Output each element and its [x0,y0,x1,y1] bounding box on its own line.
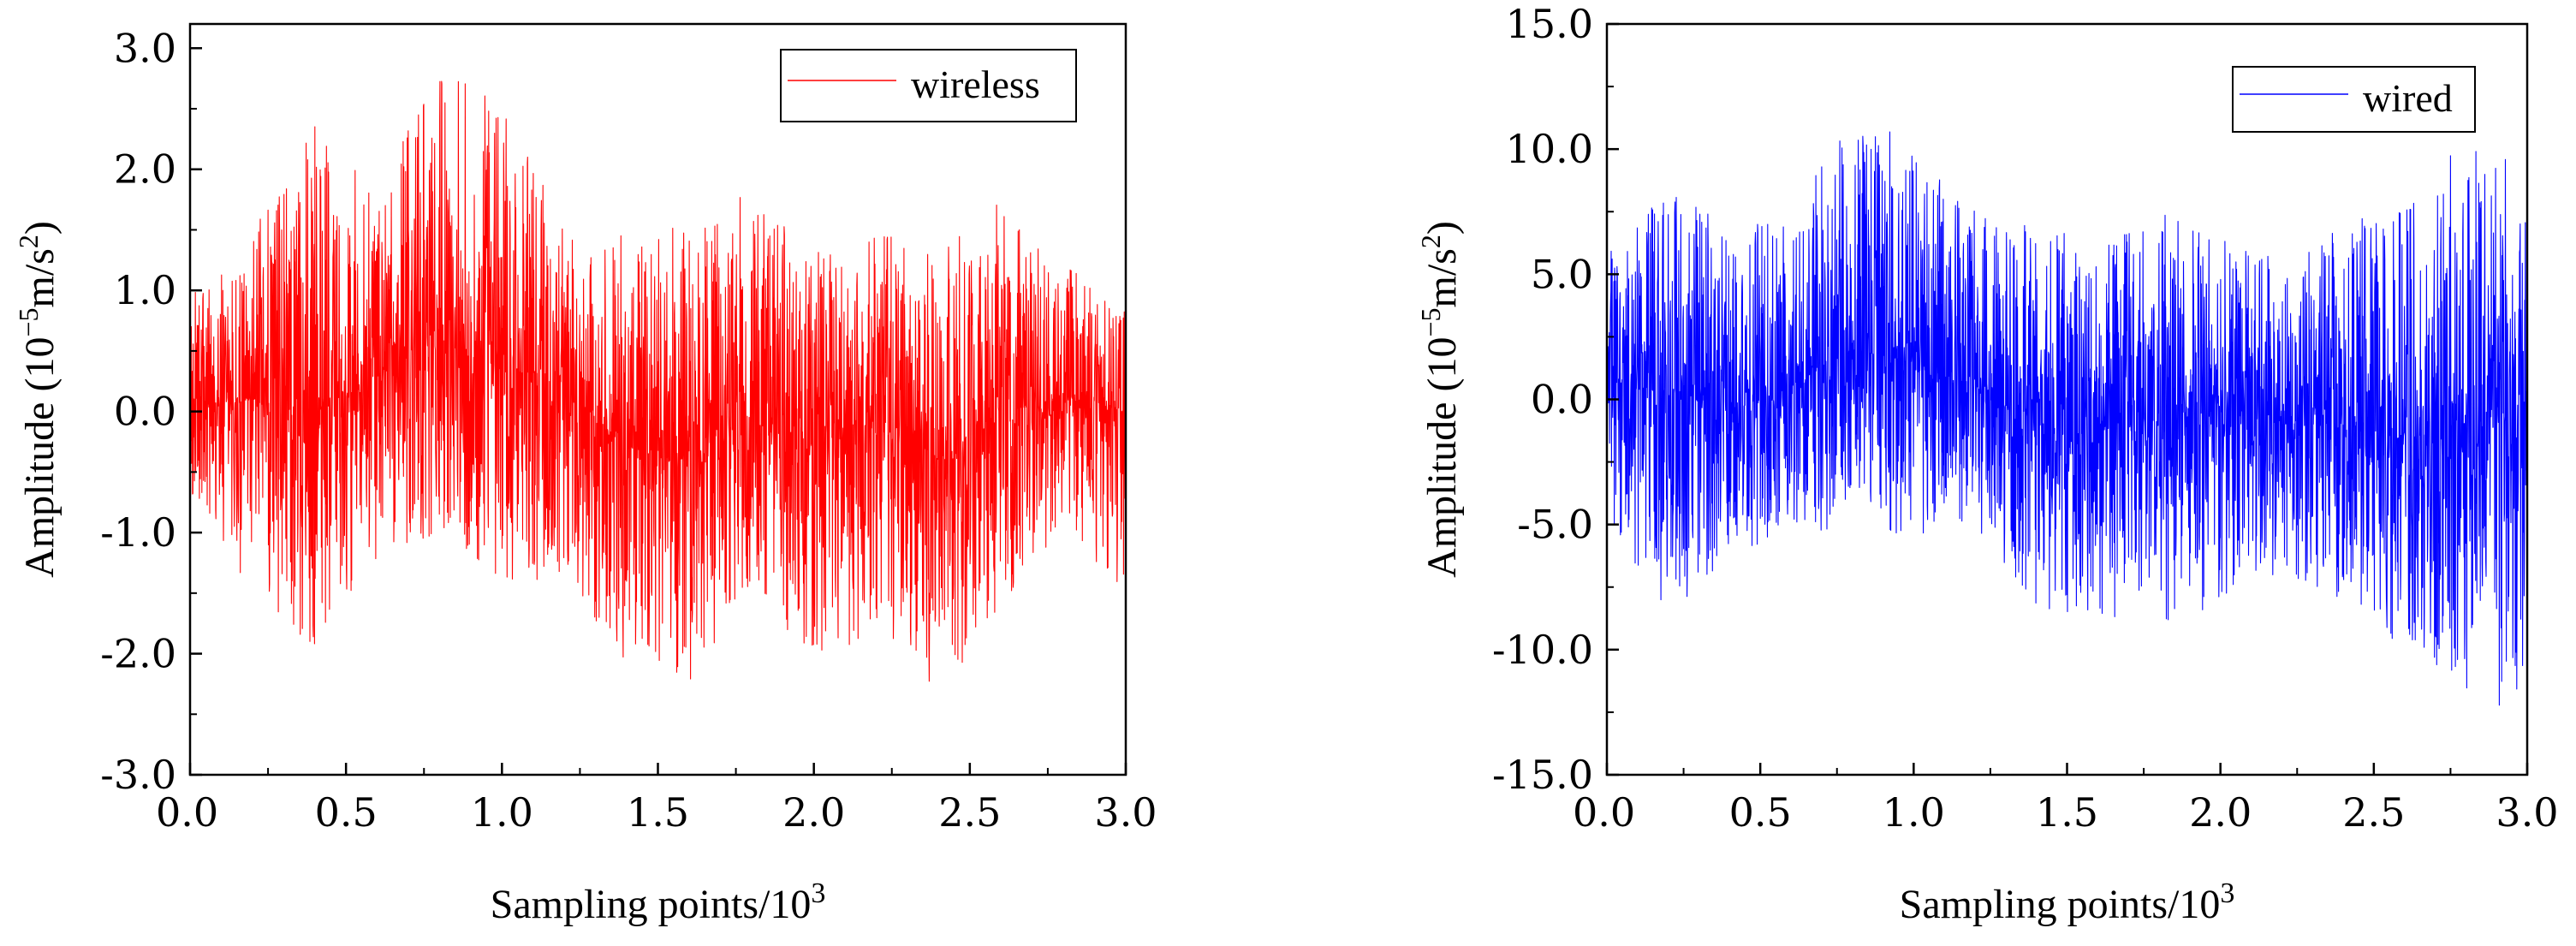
y-axis-title-unit: m/s [17,248,62,307]
y-tick-label: 10.0 [1506,126,1593,172]
chart-wireless: -3.0 -2.0 -1.0 0.0 1.0 2.0 3.0 0.0 0.5 1.0 1.5 2.0… [13,22,1157,927]
legend-label: wireless [911,62,1040,106]
x-axis-title: Sampling points/103 [1900,878,2235,927]
x-axis-title-text: Sampling points/10 [491,882,812,927]
chart-wired: -15.0 -10.0 -5.0 0.0 5.0 10.0 15.0 0.0 0.5 1.0 1.… [1415,1,2559,927]
x-tick-label: 1.5 [2036,789,2098,836]
x-tick-label: 3.0 [1094,789,1157,836]
x-tick-label: 2.5 [2342,789,2405,836]
y-tick-label: -10.0 [1492,627,1593,673]
y-tick-label: 2.0 [114,146,176,193]
y-tick-label: -3.0 [100,752,176,798]
y-tick-label: 0.0 [1531,377,1593,423]
y-axis-title-end: ) [1419,221,1465,235]
y-tick-label: 5.0 [1531,251,1593,297]
y-axis-title-end: ) [17,221,62,235]
y-tick-label: -5.0 [1517,502,1593,548]
x-tick-label: 2.5 [938,789,1001,836]
x-axis-title-exponent: 3 [2220,878,2234,909]
legend-box [2232,66,2476,133]
x-tick-label: 0.5 [1729,789,1792,836]
y-axis-title-exp1: −5 [1415,308,1446,337]
x-axis-title-exponent: 3 [811,878,825,909]
y-axis-title: Amplitude (10−5m/s2) [13,221,62,578]
series-wireless [189,80,1127,682]
legend-box [780,49,1077,122]
y-axis-title-unit: m/s [1419,248,1465,307]
y-axis-title-text: Amplitude (10 [1419,337,1465,578]
x-axis: 0.0 0.5 1.0 1.5 2.0 2.5 3.0 [156,763,1157,836]
y-tick-label: -15.0 [1492,752,1593,798]
y-axis-title: Amplitude (10−5m/s2) [1415,221,1465,578]
x-tick-label: 1.0 [1883,789,1945,836]
series-line-wireless [189,80,1127,682]
legend: wired [2232,66,2476,133]
y-axis-title-text: Amplitude (10 [17,337,62,578]
series-line-wired [1606,131,2528,706]
x-axis: 0.0 0.5 1.0 1.5 2.0 2.5 3.0 [1573,763,2559,836]
x-tick-label: 3.0 [2496,789,2558,836]
x-tick-label: 0.0 [1573,789,1635,836]
x-tick-label: 1.5 [627,789,689,836]
y-axis-title-exp2: 2 [13,235,44,248]
y-tick-label: 3.0 [114,25,176,71]
x-axis-title: Sampling points/103 [491,878,826,927]
x-tick-label: 0.0 [156,789,218,836]
y-axis: -3.0 -2.0 -1.0 0.0 1.0 2.0 3.0 [100,25,202,798]
legend-label: wired [2363,76,2453,120]
y-axis-title-exp2: 2 [1415,235,1446,248]
y-tick-label: -1.0 [100,509,176,556]
y-tick-label: 0.0 [114,389,176,435]
x-tick-label: 2.0 [2189,789,2252,836]
x-axis-title-text: Sampling points/10 [1900,882,2221,927]
y-tick-label: 15.0 [1506,1,1593,47]
y-tick-label: -2.0 [100,631,176,677]
x-tick-label: 1.0 [471,789,533,836]
series-wired [1606,131,2528,706]
y-tick-label: 1.0 [114,267,176,313]
x-tick-label: 0.5 [315,789,378,836]
y-axis-title-exp1: −5 [13,308,44,337]
legend: wireless [780,49,1077,122]
y-axis: -15.0 -10.0 -5.0 0.0 5.0 10.0 15.0 [1492,1,1619,798]
x-tick-label: 2.0 [782,789,845,836]
